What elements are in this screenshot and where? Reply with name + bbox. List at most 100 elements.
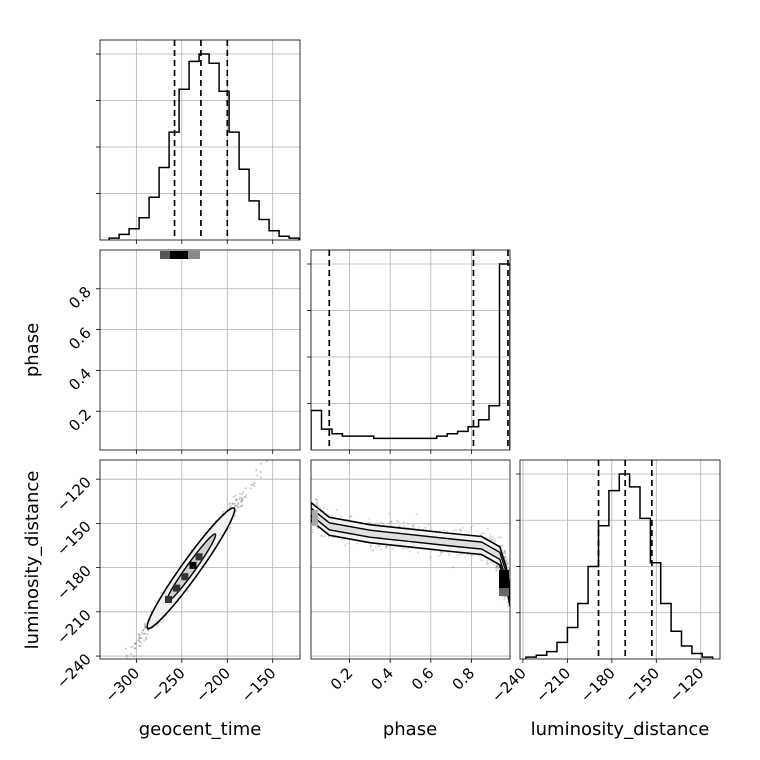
scatter-point [194, 302, 196, 304]
scatter-point [208, 429, 210, 431]
scatter-point [514, 580, 516, 582]
scatter-point [209, 414, 211, 416]
tick-label-x: −150 [621, 664, 663, 706]
scatter-point [179, 242, 181, 244]
scatter-point [320, 534, 323, 537]
scatter-point [194, 279, 196, 281]
scatter-point [186, 303, 188, 305]
scatter-point [206, 308, 208, 310]
scatter-point [176, 273, 178, 275]
scatter-point [204, 423, 206, 425]
scatter-point [203, 441, 205, 443]
scatter-point [212, 412, 214, 414]
scatter-point [183, 365, 185, 367]
tick-label-x: −210 [532, 664, 574, 706]
scatter-point [179, 278, 181, 280]
scatter-point [186, 428, 188, 430]
scatter-point [189, 340, 191, 342]
scatter-point [188, 287, 190, 289]
scatter-point [224, 346, 226, 348]
scatter-point [190, 322, 192, 324]
scatter-point [210, 281, 212, 283]
scatter-point [214, 385, 216, 387]
scatter-point [190, 318, 192, 320]
scatter-point [259, 476, 262, 479]
scatter-point [211, 398, 213, 400]
scatter-point [220, 385, 222, 387]
scatter-point [177, 296, 179, 298]
scatter-point [201, 330, 203, 332]
scatter-point [233, 438, 235, 440]
histogram-step [108, 53, 300, 240]
scatter-point [195, 331, 197, 333]
scatter-point [223, 427, 225, 429]
scatter-point [200, 380, 202, 382]
scatter-point [187, 300, 189, 302]
scatter-point [189, 277, 191, 279]
scatter-point [229, 502, 232, 505]
scatter-point [204, 317, 206, 319]
scatter-point [190, 316, 192, 318]
histogram-bin [458, 431, 468, 450]
scatter-point [134, 646, 137, 649]
scatter-point [188, 404, 190, 406]
scatter-point [506, 563, 509, 566]
scatter-point [190, 384, 192, 386]
scatter-point [234, 514, 237, 517]
scatter-point [503, 549, 506, 552]
scatter-point [403, 525, 406, 528]
scatter-point [223, 429, 225, 431]
scatter-point [222, 437, 224, 439]
scatter-point [514, 597, 516, 599]
tick-label-x: 0.6 [408, 664, 438, 694]
scatter-point [138, 253, 140, 255]
scatter-point [391, 547, 394, 550]
scatter-point [203, 393, 205, 395]
scatter-point [175, 262, 177, 264]
scatter-point [186, 360, 188, 362]
scatter-point [199, 390, 201, 392]
scatter-point [220, 426, 222, 428]
scatter-point [168, 302, 170, 304]
scatter-point [134, 642, 137, 645]
scatter-point [243, 436, 245, 438]
scatter-point [216, 351, 218, 353]
scatter-point [204, 412, 206, 414]
scatter-point [173, 302, 175, 304]
scatter-point [202, 386, 204, 388]
scatter-point [234, 504, 237, 507]
scatter-point [213, 431, 215, 433]
scatter-point [201, 398, 203, 400]
tick-label-y: −150 [53, 517, 95, 559]
scatter-point [160, 621, 163, 624]
scatter-point [212, 292, 214, 294]
scatter-point [202, 340, 204, 342]
scatter-point [210, 404, 212, 406]
scatter-point [330, 514, 333, 517]
scatter-point [234, 441, 236, 443]
scatter-point [418, 525, 421, 528]
scatter-point [197, 308, 199, 310]
scatter-point [188, 332, 190, 334]
scatter-point [467, 530, 470, 533]
scatter-point [205, 385, 207, 387]
scatter-point [203, 401, 205, 403]
scatter-point [139, 634, 142, 637]
histogram-bin [342, 436, 352, 450]
scatter-point [143, 632, 146, 635]
scatter-points [121, 240, 245, 448]
scatter-point [397, 520, 400, 523]
scatter-point [203, 394, 205, 396]
scatter-point [229, 439, 231, 441]
scatter-point [171, 296, 173, 298]
scatter-point [315, 501, 318, 504]
scatter-point [200, 271, 202, 273]
scatter-point [242, 490, 245, 493]
scatter-point [188, 276, 190, 278]
tick-label-x: −200 [192, 664, 234, 706]
scatter-point [171, 377, 173, 379]
scatter-point [249, 487, 252, 490]
scatter-point [199, 377, 201, 379]
scatter-point [184, 366, 186, 368]
scatter-point [322, 506, 325, 509]
